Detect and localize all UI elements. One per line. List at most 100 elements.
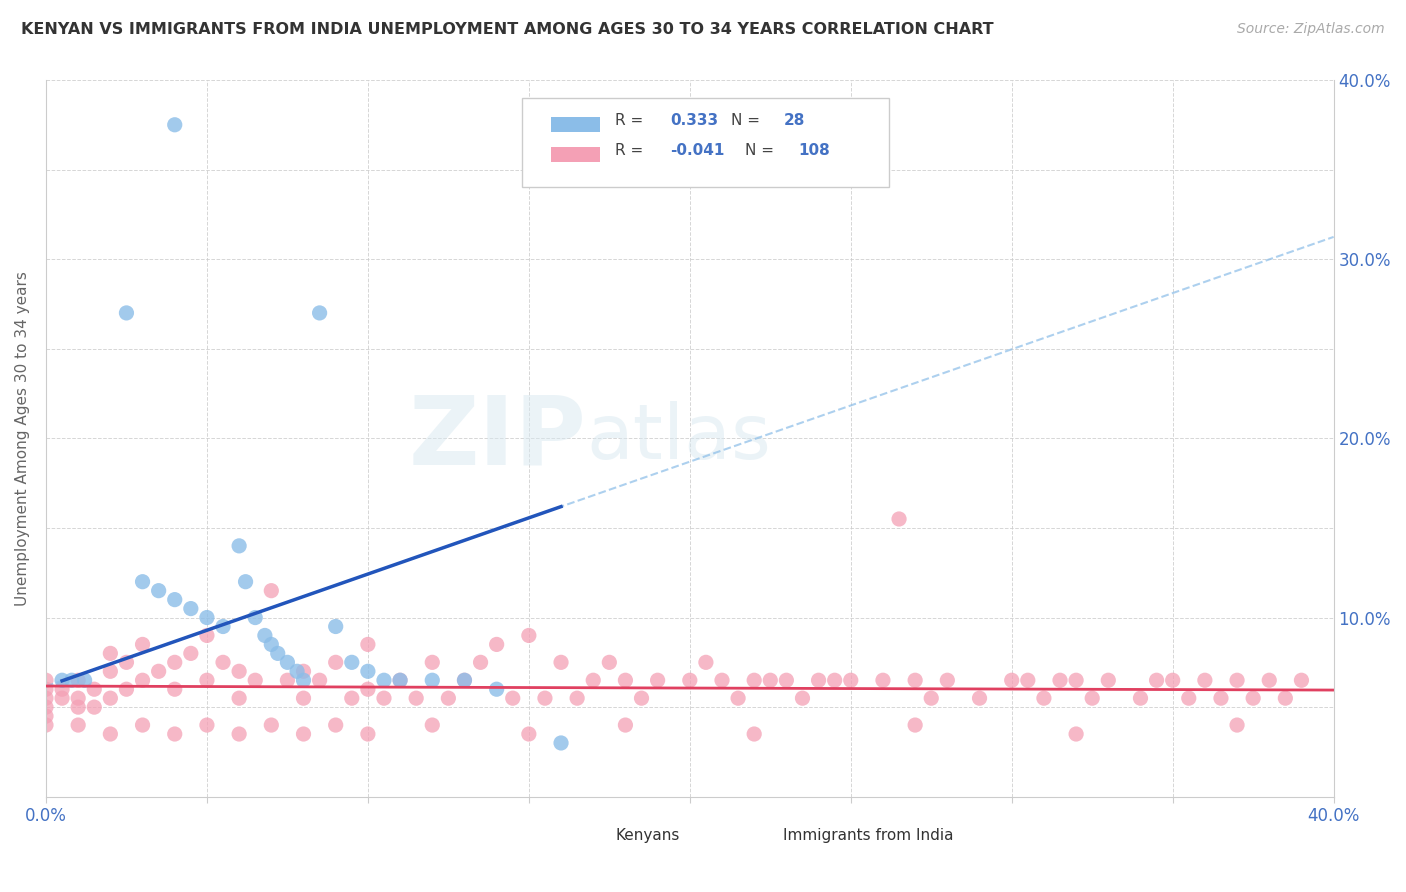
Point: [67, 700, 90, 714]
Text: ZIP: ZIP: [409, 392, 586, 485]
Point: [267, 646, 290, 660]
Point: [357, 637, 380, 651]
Point: [727, 691, 749, 706]
Point: [695, 656, 717, 670]
Point: [163, 727, 186, 741]
Point: [711, 673, 734, 688]
Point: [67, 691, 90, 706]
Point: [1209, 691, 1232, 706]
Point: [1001, 673, 1024, 688]
Point: [260, 583, 283, 598]
Point: [253, 628, 276, 642]
Point: [325, 619, 347, 633]
Point: [420, 673, 443, 688]
Point: [502, 691, 524, 706]
Point: [163, 682, 186, 697]
Point: [35, 673, 58, 688]
Point: [807, 673, 830, 688]
Point: [824, 673, 846, 688]
Y-axis label: Unemployment Among Ages 30 to 34 years: Unemployment Among Ages 30 to 34 years: [15, 271, 30, 606]
Point: [775, 673, 797, 688]
Text: N =: N =: [745, 144, 779, 159]
Point: [904, 673, 927, 688]
Point: [245, 610, 267, 624]
Point: [550, 656, 572, 670]
Point: [148, 665, 170, 679]
Point: [260, 718, 283, 732]
Text: R =: R =: [614, 144, 648, 159]
Point: [1129, 691, 1152, 706]
Point: [647, 673, 669, 688]
Point: [420, 656, 443, 670]
Point: [357, 682, 380, 697]
Point: [51, 682, 73, 697]
Text: KENYAN VS IMMIGRANTS FROM INDIA UNEMPLOYMENT AMONG AGES 30 TO 34 YEARS CORRELATI: KENYAN VS IMMIGRANTS FROM INDIA UNEMPLOY…: [21, 22, 994, 37]
Point: [1291, 673, 1313, 688]
Point: [1161, 673, 1184, 688]
Point: [357, 727, 380, 741]
Point: [163, 118, 186, 132]
Point: [389, 673, 412, 688]
Point: [235, 574, 257, 589]
Point: [598, 656, 620, 670]
Point: [35, 700, 58, 714]
Point: [969, 691, 991, 706]
Point: [35, 718, 58, 732]
Point: [35, 682, 58, 697]
Point: [285, 665, 308, 679]
Point: [131, 574, 153, 589]
Point: [904, 718, 927, 732]
Point: [1146, 673, 1168, 688]
Point: [115, 656, 138, 670]
Point: [276, 656, 298, 670]
Point: [485, 637, 508, 651]
Point: [292, 691, 315, 706]
Point: [83, 682, 105, 697]
Point: [1064, 727, 1087, 741]
Point: [292, 727, 315, 741]
Point: [163, 656, 186, 670]
Point: [357, 665, 380, 679]
Text: R =: R =: [614, 113, 648, 128]
Point: [308, 673, 330, 688]
Point: [180, 646, 202, 660]
Point: [276, 673, 298, 688]
Bar: [551, 117, 600, 132]
Text: 108: 108: [799, 144, 830, 159]
Point: [212, 619, 235, 633]
Point: [308, 306, 330, 320]
Point: [340, 691, 363, 706]
Point: [437, 691, 460, 706]
Point: [228, 665, 250, 679]
Point: [245, 673, 267, 688]
Point: [35, 691, 58, 706]
Point: [470, 656, 492, 670]
Point: [1097, 673, 1119, 688]
Point: [742, 727, 765, 741]
Point: [420, 718, 443, 732]
Point: [212, 656, 235, 670]
Point: [920, 691, 942, 706]
Point: [195, 610, 218, 624]
Point: [517, 727, 540, 741]
Text: Immigrants from India: Immigrants from India: [783, 828, 953, 843]
Point: [614, 673, 637, 688]
Point: [405, 691, 427, 706]
Point: [872, 673, 894, 688]
Point: [115, 306, 138, 320]
Point: [73, 673, 96, 688]
Point: [1017, 673, 1039, 688]
Point: [180, 601, 202, 615]
Point: [565, 691, 588, 706]
Point: [534, 691, 557, 706]
Point: [340, 656, 363, 670]
Point: [163, 592, 186, 607]
Point: [260, 637, 283, 651]
Point: [1081, 691, 1104, 706]
Point: [742, 673, 765, 688]
Point: [1226, 718, 1249, 732]
Point: [373, 673, 395, 688]
Bar: [748, 830, 776, 842]
Point: [98, 691, 121, 706]
Point: [51, 673, 73, 688]
